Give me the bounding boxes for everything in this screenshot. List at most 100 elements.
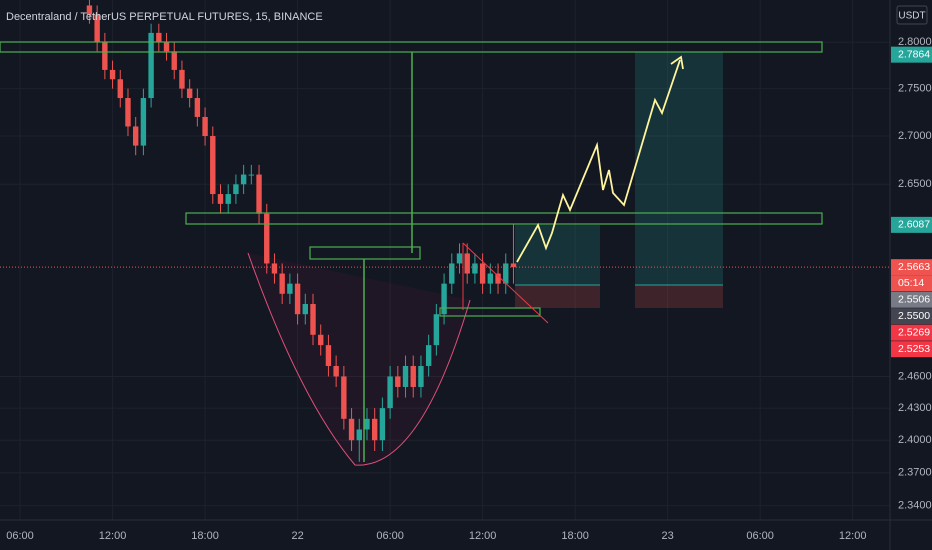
candle-body [341,376,347,419]
candle-body [117,79,123,99]
candle-body [271,263,278,274]
candle-body [109,69,116,80]
price-label: 2.6087 [898,219,930,231]
candle-body [379,408,386,441]
candle-body [264,213,270,264]
candle-body [217,194,224,204]
x-tick-label: 23 [662,530,674,542]
candle-body [510,263,517,268]
y-tick-label: 2.4300 [898,402,932,414]
candle-body [179,69,185,89]
countdown: 05:14 [898,277,924,289]
x-tick-label: 22 [291,530,303,542]
y-tick-label: 2.4000 [898,434,932,446]
time-axis [0,520,890,550]
price-label-box [891,46,932,63]
candle-body [425,345,432,366]
candle-body [279,273,285,294]
candle-body [194,98,201,117]
candle-body [148,32,154,99]
price-label: 2.5506 [898,293,930,305]
cup-top-zone [309,246,421,260]
candle-body [325,345,332,366]
candle-body [310,303,316,335]
candle-body [318,334,324,346]
x-tick-label: 06:00 [6,530,34,542]
candle-body [495,273,501,284]
candle-body [395,376,401,387]
neckline-zone [185,212,823,225]
candle-body [479,263,486,284]
candle-body [248,174,255,176]
price-label-box [891,341,932,358]
price-label: 2.5500 [898,310,930,322]
y-tick-label: 2.6500 [898,178,932,190]
price-label-box [891,291,932,308]
price-label: 2.5269 [898,326,930,338]
price-label-box [891,216,932,233]
candle-body [256,174,262,214]
y-tick-label: 2.7500 [898,83,932,95]
candle-body [472,263,478,274]
price-label-box [891,259,932,276]
price-label: 2.7864 [898,48,930,60]
candle-body [418,365,424,387]
x-tick-label: 18:00 [561,530,589,542]
candle-body [225,194,231,204]
candle-body [125,98,131,127]
countdown-box [891,275,932,292]
price-labels: 2.7864 2.6087 2.5663 05:14 2.5506 2.5500 2.526… [891,46,932,358]
price-label-box [891,324,932,341]
projection-path [516,59,681,263]
candle-body [233,184,239,195]
x-tick-label: 12:00 [839,530,867,542]
candles [0,0,890,462]
candle-body [186,88,193,99]
candle-body [86,5,93,15]
candle-body [156,32,162,43]
x-tick-label: 12:00 [99,530,127,542]
candle-body [302,303,308,315]
candle-body [94,14,100,43]
candle-body [240,174,247,185]
currency: USDT [898,11,925,22]
candle-body [348,418,355,441]
x-tick-label: 18:00 [191,530,219,542]
long-stop [635,285,723,308]
candle-body [441,283,447,315]
candle-body [364,418,370,430]
candle-body [456,253,463,264]
x-tick-label: 12:00 [469,530,497,542]
candle-body [333,365,339,377]
chart-title: Decentraland / TetherUS PERPETUAL FUTURE… [6,11,323,23]
price-label: 2.5253 [898,343,930,355]
candle-body [503,263,509,284]
candle-body [371,418,378,441]
long-target [515,225,600,285]
candle-body [464,253,470,274]
x-tick-label: 06:00 [376,530,404,542]
long-target [635,52,723,285]
y-tick-label: 2.4600 [898,370,932,382]
candle-body [387,376,393,409]
price-label: 2.5663 [898,261,930,273]
candle-body [140,98,147,146]
y-tick-label: 2.8000 [898,36,932,48]
candle-body [132,126,139,146]
handle-zone [439,307,541,317]
candle-body [449,263,455,284]
candle-body [202,116,208,137]
y-tick-label: 2.3400 [898,500,932,512]
candle-body [171,51,177,70]
candle-body [102,42,108,70]
candle-body [210,136,216,195]
long-stop [515,285,600,308]
handle-line [462,242,549,324]
resistance-zone [0,41,823,53]
y-tick-label: 2.7000 [898,130,932,142]
candle-body [163,42,170,52]
overlay [0,41,823,462]
x-tick-label: 06:00 [746,530,774,542]
